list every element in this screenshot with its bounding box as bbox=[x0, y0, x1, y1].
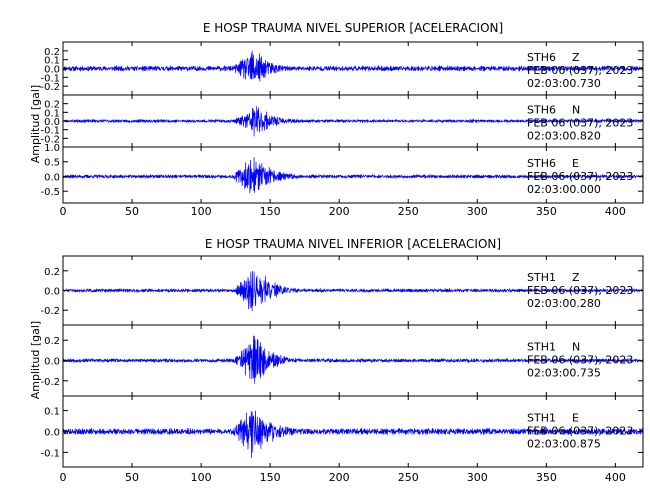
x-tick-label: 300 bbox=[467, 471, 488, 484]
component-code: Z bbox=[572, 271, 580, 284]
waveform-trace bbox=[63, 270, 643, 312]
y-tick-label: -0.1 bbox=[40, 448, 60, 459]
x-tick-label: 400 bbox=[605, 205, 626, 218]
y-axis-label: Amplitud [gal] bbox=[29, 321, 42, 399]
y-tick-label: 0.1 bbox=[44, 56, 60, 67]
station-code: STH6 bbox=[527, 104, 556, 117]
component-code: N bbox=[572, 104, 580, 117]
y-tick-label: 0.0 bbox=[44, 287, 60, 298]
y-tick-label: -0.5 bbox=[40, 187, 60, 198]
x-tick-label: 50 bbox=[125, 471, 139, 484]
y-tick-label: 0.0 bbox=[44, 117, 60, 128]
y-tick-label: 0.5 bbox=[44, 158, 60, 169]
chart-title: E HOSP TRAUMA NIVEL INFERIOR [ACELERACIO… bbox=[205, 237, 501, 251]
x-tick-label: 200 bbox=[329, 471, 350, 484]
record-date: FEB 06 (037), 2023 bbox=[527, 425, 633, 438]
component-code: N bbox=[572, 341, 580, 354]
record-start-time: 02:03:00.735 bbox=[527, 367, 601, 380]
record-date: FEB 06 (037), 2023 bbox=[527, 284, 633, 297]
y-axis-label: Amplitud [gal] bbox=[29, 85, 42, 163]
station-code: STH1 bbox=[527, 412, 556, 425]
station-label: STH6 E bbox=[527, 157, 579, 170]
x-tick-label: 100 bbox=[191, 471, 212, 484]
record-date: FEB 06 (037), 2023 bbox=[527, 170, 633, 183]
x-tick-label: 400 bbox=[605, 471, 626, 484]
component-code: E bbox=[572, 412, 579, 425]
record-start-time: 02:03:00.730 bbox=[527, 77, 601, 90]
x-tick-label: 200 bbox=[329, 205, 350, 218]
station-label: STH6 N bbox=[527, 104, 580, 117]
x-tick-label: 250 bbox=[398, 471, 419, 484]
chart-title: E HOSP TRAUMA NIVEL SUPERIOR [ACELERACIO… bbox=[203, 21, 503, 35]
record-start-time: 02:03:00.000 bbox=[527, 183, 601, 196]
y-tick-label: 0.2 bbox=[44, 267, 60, 278]
y-tick-label: -0.2 bbox=[40, 306, 60, 317]
y-tick-label: 0.0 bbox=[44, 428, 60, 439]
x-tick-label: 150 bbox=[260, 471, 281, 484]
chart-nivel-superior: E HOSP TRAUMA NIVEL SUPERIOR [ACELERACIO… bbox=[29, 21, 644, 218]
record-start-time: 02:03:00.875 bbox=[527, 438, 601, 451]
y-tick-label: 0.1 bbox=[44, 108, 60, 119]
station-code: STH1 bbox=[527, 341, 556, 354]
station-label: STH1 Z bbox=[527, 271, 580, 284]
record-start-time: 02:03:00.820 bbox=[527, 130, 601, 143]
y-tick-label: 0.1 bbox=[44, 407, 60, 418]
y-tick-label: 0.0 bbox=[44, 357, 60, 368]
station-label: STH6 Z bbox=[527, 51, 580, 64]
waveform-trace bbox=[63, 410, 643, 458]
y-tick-label: -0.1 bbox=[40, 73, 60, 84]
x-tick-label: 0 bbox=[60, 205, 67, 218]
x-tick-label: 150 bbox=[260, 205, 281, 218]
component-code: E bbox=[572, 157, 579, 170]
record-date: FEB 06 (037), 2023 bbox=[527, 354, 633, 367]
record-date: FEB 06 (037), 2023 bbox=[527, 117, 633, 130]
record-date: FEB 06 (037), 2023 bbox=[527, 64, 633, 77]
station-code: STH6 bbox=[527, 51, 556, 64]
y-tick-label: 0.0 bbox=[44, 172, 60, 183]
waveform-trace bbox=[63, 106, 643, 137]
chart-nivel-inferior: E HOSP TRAUMA NIVEL INFERIOR [ACELERACIO… bbox=[29, 237, 644, 484]
waveform-trace bbox=[63, 157, 643, 194]
waveform-trace bbox=[63, 335, 643, 384]
y-tick-label: -0.2 bbox=[40, 134, 60, 145]
y-tick-label: 1.0 bbox=[44, 143, 60, 154]
station-code: STH1 bbox=[527, 271, 556, 284]
x-tick-label: 350 bbox=[536, 471, 557, 484]
panel-frame bbox=[62, 146, 644, 204]
station-label: STH1 E bbox=[527, 412, 579, 425]
record-start-time: 02:03:00.280 bbox=[527, 297, 601, 310]
y-tick-label: -0.2 bbox=[40, 377, 60, 388]
x-tick-label: 350 bbox=[536, 205, 557, 218]
x-tick-label: 300 bbox=[467, 205, 488, 218]
station-code: STH6 bbox=[527, 157, 556, 170]
y-tick-label: -0.2 bbox=[40, 82, 60, 93]
x-tick-label: 0 bbox=[60, 471, 67, 484]
station-label: STH1 N bbox=[527, 341, 580, 354]
x-tick-label: 250 bbox=[398, 205, 419, 218]
x-tick-label: 100 bbox=[191, 205, 212, 218]
y-tick-label: 0.2 bbox=[44, 47, 60, 58]
x-tick-label: 50 bbox=[125, 205, 139, 218]
y-tick-label: 0.0 bbox=[44, 65, 60, 76]
y-tick-label: -0.1 bbox=[40, 126, 60, 137]
y-tick-label: 0.2 bbox=[44, 336, 60, 347]
y-tick-label: 0.2 bbox=[44, 100, 60, 111]
waveform-trace bbox=[63, 50, 643, 82]
component-code: Z bbox=[572, 51, 580, 64]
